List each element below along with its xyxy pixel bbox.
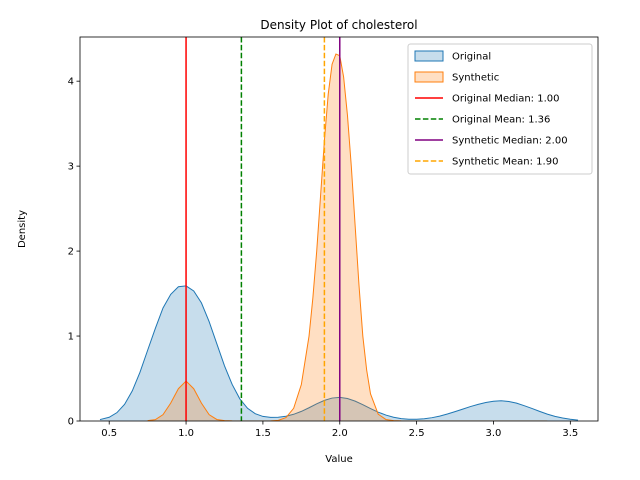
legend-swatch — [414, 71, 444, 83]
legend-label: Synthetic Mean: 1.90 — [452, 157, 558, 168]
x-tick-label: 3.0 — [486, 428, 502, 439]
legend-item-synthetic-median: Synthetic Median: 2.00 — [415, 136, 568, 147]
axes — [79, 36, 599, 422]
y-tick-label: 4 — [68, 77, 74, 88]
y-tick-label: 0 — [68, 417, 74, 428]
legend-item-original: Original — [414, 50, 491, 63]
x-tick-label: 2.0 — [332, 428, 348, 439]
legend-label: Synthetic Median: 2.00 — [452, 136, 568, 147]
legend-item-synthetic: Synthetic — [414, 71, 499, 84]
legend-label: Synthetic — [452, 73, 499, 84]
legend-label: Original — [452, 52, 491, 63]
y-axis-ticks: 0 1 2 3 4 — [68, 77, 80, 428]
legend-swatch — [414, 50, 444, 62]
y-tick-label: 2 — [68, 247, 74, 258]
synthetic-density-fill — [147, 53, 548, 421]
legend-label: Original Mean: 1.36 — [452, 115, 550, 126]
x-axis-label: Value — [325, 454, 352, 465]
plot-frame — [79, 36, 599, 422]
original-density-fill — [99, 285, 579, 421]
legend-item-original-median: Original Median: 1.00 — [415, 94, 560, 105]
chart-title: Density Plot of cholesterol — [260, 18, 417, 32]
y-axis-label: Density — [17, 210, 28, 248]
y-tick-label: 3 — [68, 162, 74, 173]
legend-item-synthetic-mean: Synthetic Mean: 1.90 — [415, 157, 558, 168]
synthetic-density-line — [147, 53, 548, 421]
x-tick-label: 1.5 — [255, 428, 271, 439]
legend-item-original-mean: Original Mean: 1.36 — [415, 115, 550, 126]
x-tick-label: 0.5 — [101, 428, 117, 439]
reference-lines — [185, 37, 341, 421]
legend-label: Original Median: 1.00 — [452, 94, 560, 105]
legend-box — [407, 43, 593, 175]
x-axis-ticks: 0.5 1.0 1.5 2.0 2.5 3.0 3.5 — [101, 421, 578, 439]
legend: Original Synthetic Original Median: 1.00 Or… — [407, 43, 593, 175]
x-tick-label: 2.5 — [409, 428, 425, 439]
x-tick-label: 1.0 — [178, 428, 194, 439]
y-tick-label: 1 — [68, 332, 74, 343]
x-tick-label: 3.5 — [562, 428, 578, 439]
